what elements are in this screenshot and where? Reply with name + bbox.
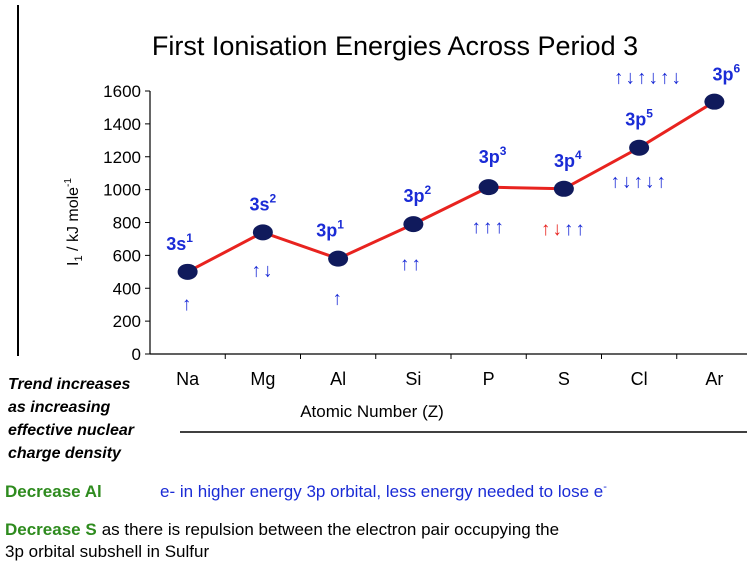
chart-title: First Ionisation Energies Across Period … [152,31,638,61]
orbital-label: 3p5 [625,107,653,130]
side-note-line: Trend increases [8,376,131,393]
y-tick-label: 1200 [103,148,141,167]
electron-arrows: ↑↑ [400,254,423,275]
note: Decrease Al e- in higher energy 3p orbita… [5,481,607,501]
y-axis-label: / kJ mole [65,187,82,256]
x-tick-label: Na [176,369,200,389]
electron-arrows: ↑↓↑↓↑ [610,172,668,193]
orbital-label: 3s1 [166,231,193,254]
electron-arrows: ↑↑↑ [471,217,506,238]
electron-arrows: ↑↓↑↓↑ [610,172,668,193]
y-axis-label: I1 / kJ mole-1 [63,178,85,266]
orbital-label: 3s [250,194,270,214]
electron-arrows: ↑↓↑↑ [541,219,587,240]
orbital-label: 3p [625,110,646,130]
orbital-label: 3p [404,186,425,206]
electron-arrows: ↑ [332,289,344,310]
marker [629,139,650,156]
orbital-label: 4 [575,148,582,162]
note-head: Decrease Al [5,482,102,501]
y-axis-label: 1 [73,255,85,261]
marker [328,250,349,267]
marker [252,224,273,241]
y-tick-label: 200 [113,312,141,331]
x-tick-label: S [558,369,570,389]
note-text: as there is repulsion between the electr… [102,520,559,539]
electron-arrows: ↑↓↑↓↑↓ [614,68,683,89]
y-tick-label: 1400 [103,115,141,134]
marker [704,93,725,110]
orbital-label: 3 [500,144,507,158]
side-note-line: as increasing [8,399,111,416]
orbital-label: 2 [425,183,432,197]
orbital-label: 3p3 [479,144,507,167]
electron-arrows: ↑↓ [541,219,564,240]
orbital-label: 3p [713,65,734,85]
orbital-label: 3p1 [316,218,344,241]
marker [553,180,574,197]
side-note-line: charge density [8,445,122,462]
x-tick-label: Ar [705,369,723,389]
electron-arrows: ↑↑ [400,254,423,275]
y-tick-label: 800 [113,214,141,233]
orbital-label: 3p2 [404,183,432,206]
orbital-label: 3p4 [554,148,582,171]
x-tick-label: P [483,369,495,389]
note-text: 3p orbital subshell in Sulfur [5,542,209,561]
marker [177,263,198,280]
orbital-label: 2 [270,191,277,205]
note-head: Decrease S [5,520,97,539]
orbital-label: 3p [316,221,337,241]
y-tick-label: 600 [113,246,141,265]
y-axis-label: I [65,262,82,266]
electron-arrows: ↑↓ [251,260,274,281]
orbital-label: 6 [734,62,741,76]
x-tick-label: Mg [250,369,275,389]
note: Decrease S as there is repulsion between … [5,520,559,539]
note-text: e- in higher energy 3p orbital, less ene… [160,482,603,501]
orbital-label: 3p [479,147,500,167]
electron-arrows: ↑↓ [251,260,274,281]
orbital-label: 1 [186,231,193,245]
x-tick-label: Si [405,369,421,389]
side-note: Trend increases as increasing effective … [8,376,135,462]
electron-arrows: ↑ [332,289,344,310]
y-tick-label: 0 [132,345,141,364]
y-tick-label: 400 [113,279,141,298]
y-tick-label: 1600 [103,82,141,101]
electron-arrows: ↑↑↑ [471,217,506,238]
x-tick-label: Cl [631,369,648,389]
orbital-label: 3p6 [713,62,741,85]
orbital-label: 3s [166,234,186,254]
x-tick-label: Al [330,369,346,389]
electron-arrows: ↑↓↑↓↑↓ [614,68,683,89]
y-tick-label: 1000 [103,181,141,200]
orbital-label: 1 [337,218,344,232]
orbital-label: 5 [646,107,653,121]
line [186,100,716,274]
y-axis-label: -1 [63,178,74,187]
side-note-line: effective nuclear [8,422,135,439]
electron-arrows: ↑ [182,294,194,315]
orbital-label: 3p [554,151,575,171]
marker [478,179,499,196]
note-text: - [603,481,607,493]
x-axis-label: Atomic Number (Z) [300,402,444,421]
orbital-label: 3s2 [250,191,277,214]
electron-arrows: ↑↑ [564,219,587,240]
electron-arrows: ↑ [182,294,194,315]
marker [403,216,424,233]
